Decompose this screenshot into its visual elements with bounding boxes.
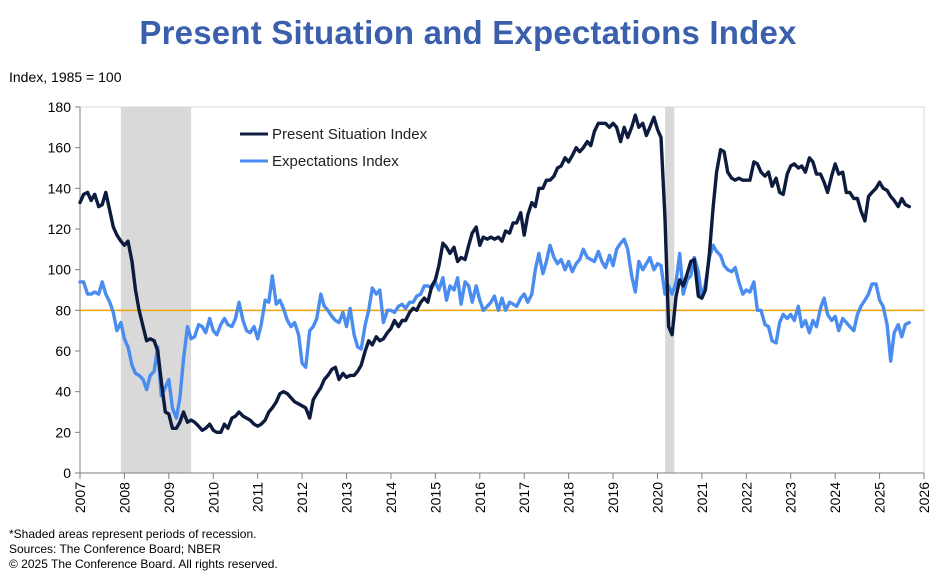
y-tick-label: 140 bbox=[48, 180, 72, 196]
axes-layer: 0 20 40 60 80 100 120 140 160 180 2007 2008 2009 2010… bbox=[48, 99, 932, 513]
y-tick-label: 40 bbox=[55, 384, 71, 400]
y-tick-label: 160 bbox=[48, 140, 72, 156]
copyright-note: © 2025 The Conference Board. All rights … bbox=[9, 557, 278, 571]
x-tick-label: 2021 bbox=[694, 482, 710, 513]
x-tick-label: 2019 bbox=[605, 482, 621, 513]
x-tick-label: 2022 bbox=[738, 482, 754, 513]
sources-note: Sources: The Conference Board; NBER bbox=[9, 542, 221, 556]
x-tick-label: 2026 bbox=[916, 482, 932, 513]
x-tick-label: 2009 bbox=[161, 482, 177, 513]
legend-label-expectations: Expectations Index bbox=[272, 153, 399, 170]
x-tick-label: 2014 bbox=[383, 482, 399, 513]
x-tick-label: 2008 bbox=[116, 482, 132, 513]
series-line-present-situation bbox=[78, 113, 911, 434]
x-tick-label: 2015 bbox=[427, 482, 443, 513]
x-tick-label: 2024 bbox=[827, 482, 843, 513]
y-tick-label: 100 bbox=[48, 262, 72, 278]
x-tick-label: 2011 bbox=[250, 482, 266, 512]
y-axis-label: Index, 1985 = 100 bbox=[9, 69, 122, 85]
y-tick-label: 0 bbox=[63, 465, 71, 481]
y-tick-label: 20 bbox=[55, 424, 71, 440]
plot-frame bbox=[79, 106, 925, 474]
x-tick-label: 2025 bbox=[872, 482, 888, 513]
legend-label-present-situation: Present Situation Index bbox=[272, 126, 428, 143]
recession-note: *Shaded areas represent periods of reces… bbox=[9, 527, 257, 541]
footnotes: *Shaded areas represent periods of reces… bbox=[9, 527, 278, 572]
x-tick-label: 2018 bbox=[561, 482, 577, 513]
x-tick-label: 2013 bbox=[339, 482, 355, 513]
series-layer bbox=[78, 113, 911, 434]
x-tick-label: 2007 bbox=[72, 482, 88, 513]
y-tick-label: 120 bbox=[48, 221, 72, 237]
legend: Present Situation Index Expectations Ind… bbox=[240, 126, 428, 170]
chart-title: Present Situation and Expectations Index bbox=[139, 14, 797, 51]
x-tick-label: 2023 bbox=[783, 482, 799, 513]
recession-band-1 bbox=[120, 107, 192, 473]
x-tick-label: 2017 bbox=[516, 482, 532, 513]
y-tick-label: 60 bbox=[55, 343, 71, 359]
x-tick-label: 2020 bbox=[649, 482, 665, 513]
series-line-expectations bbox=[78, 237, 911, 420]
x-tick-label: 2010 bbox=[205, 482, 221, 513]
y-tick-label: 80 bbox=[55, 302, 71, 318]
x-tick-label: 2016 bbox=[472, 482, 488, 513]
y-tick-label: 180 bbox=[48, 99, 72, 115]
x-tick-label: 2012 bbox=[294, 482, 310, 513]
